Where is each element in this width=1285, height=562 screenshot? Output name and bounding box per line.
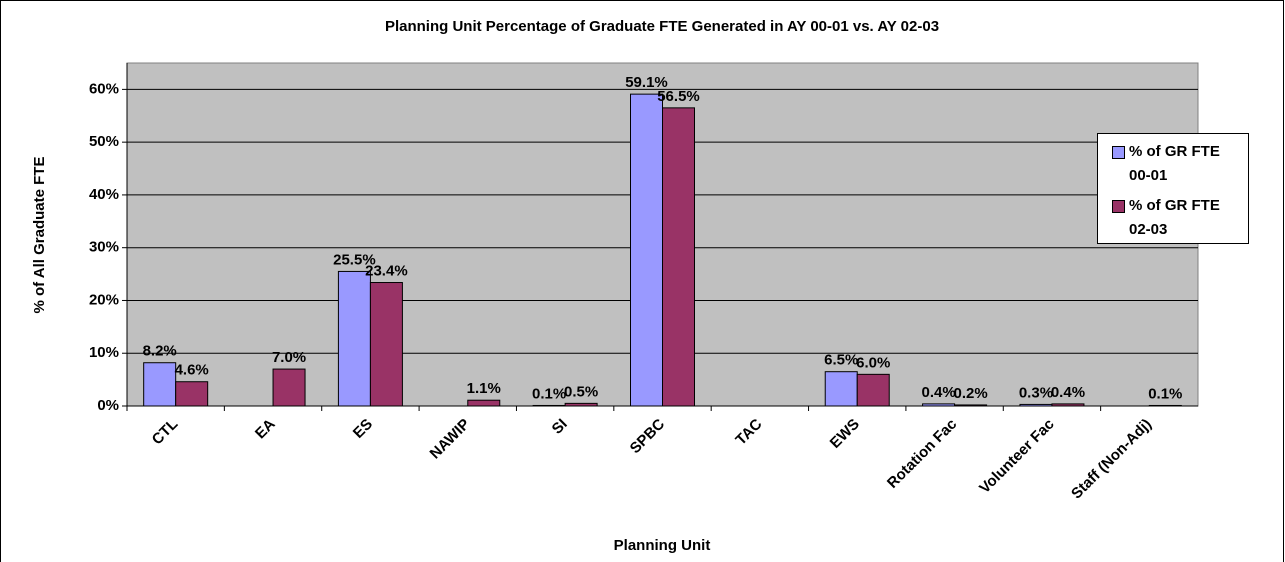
- data-label: 0.4%: [1051, 384, 1085, 401]
- x-axis-title: Planning Unit: [614, 537, 711, 554]
- bar: [337, 270, 371, 407]
- bar: [630, 93, 663, 407]
- y-axis-title: % of All Graduate FTE: [31, 157, 48, 314]
- data-label: 56.5%: [657, 88, 700, 105]
- bar: [1019, 403, 1053, 407]
- legend-item: % of GR FTE 02-03: [1112, 194, 1242, 242]
- legend-swatch: [1112, 200, 1125, 213]
- data-label: 8.2%: [143, 343, 177, 360]
- data-label: 4.6%: [175, 362, 209, 379]
- bar: [1051, 403, 1085, 407]
- bar: [467, 399, 501, 407]
- y-tick-label: 20%: [89, 291, 119, 308]
- bar: [856, 373, 890, 407]
- data-label: 1.1%: [467, 380, 501, 397]
- data-label: 23.4%: [365, 262, 408, 279]
- legend-swatch: [1112, 146, 1125, 159]
- bar: [272, 368, 306, 407]
- bar: [175, 381, 209, 407]
- bar: [143, 362, 177, 407]
- bar: [564, 402, 598, 407]
- y-tick-label: 10%: [89, 344, 119, 361]
- legend: % of GR FTE 00-01 % of GR FTE 02-03: [1097, 133, 1249, 244]
- data-label: 0.5%: [564, 383, 598, 400]
- data-label: 0.1%: [532, 385, 566, 402]
- y-tick-label: 0%: [97, 397, 119, 414]
- data-label: 7.0%: [272, 349, 306, 366]
- bar: [824, 371, 858, 407]
- data-label: 0.2%: [953, 385, 987, 402]
- y-tick-label: 60%: [89, 80, 119, 97]
- bar: [369, 282, 403, 407]
- data-label: 59.1%: [625, 74, 668, 91]
- data-label: 6.0%: [856, 354, 890, 371]
- data-label: 0.4%: [921, 384, 955, 401]
- y-tick-label: 40%: [89, 186, 119, 203]
- bar: [954, 404, 988, 407]
- bar: [532, 404, 566, 407]
- chart-title: Planning Unit Percentage of Graduate FTE…: [385, 18, 939, 35]
- y-tick-label: 30%: [89, 239, 119, 256]
- legend-label: % of GR FTE 02-03: [1129, 197, 1220, 238]
- bar: [922, 403, 956, 407]
- data-label: 25.5%: [333, 251, 376, 268]
- bar: [1148, 404, 1182, 407]
- legend-item: % of GR FTE 00-01: [1112, 140, 1242, 188]
- bar: [662, 107, 695, 407]
- data-label: 0.3%: [1019, 384, 1053, 401]
- y-tick-label: 50%: [89, 133, 119, 150]
- data-label: 6.5%: [824, 352, 858, 369]
- legend-label: % of GR FTE 00-01: [1129, 143, 1220, 184]
- data-label: 0.1%: [1148, 385, 1182, 402]
